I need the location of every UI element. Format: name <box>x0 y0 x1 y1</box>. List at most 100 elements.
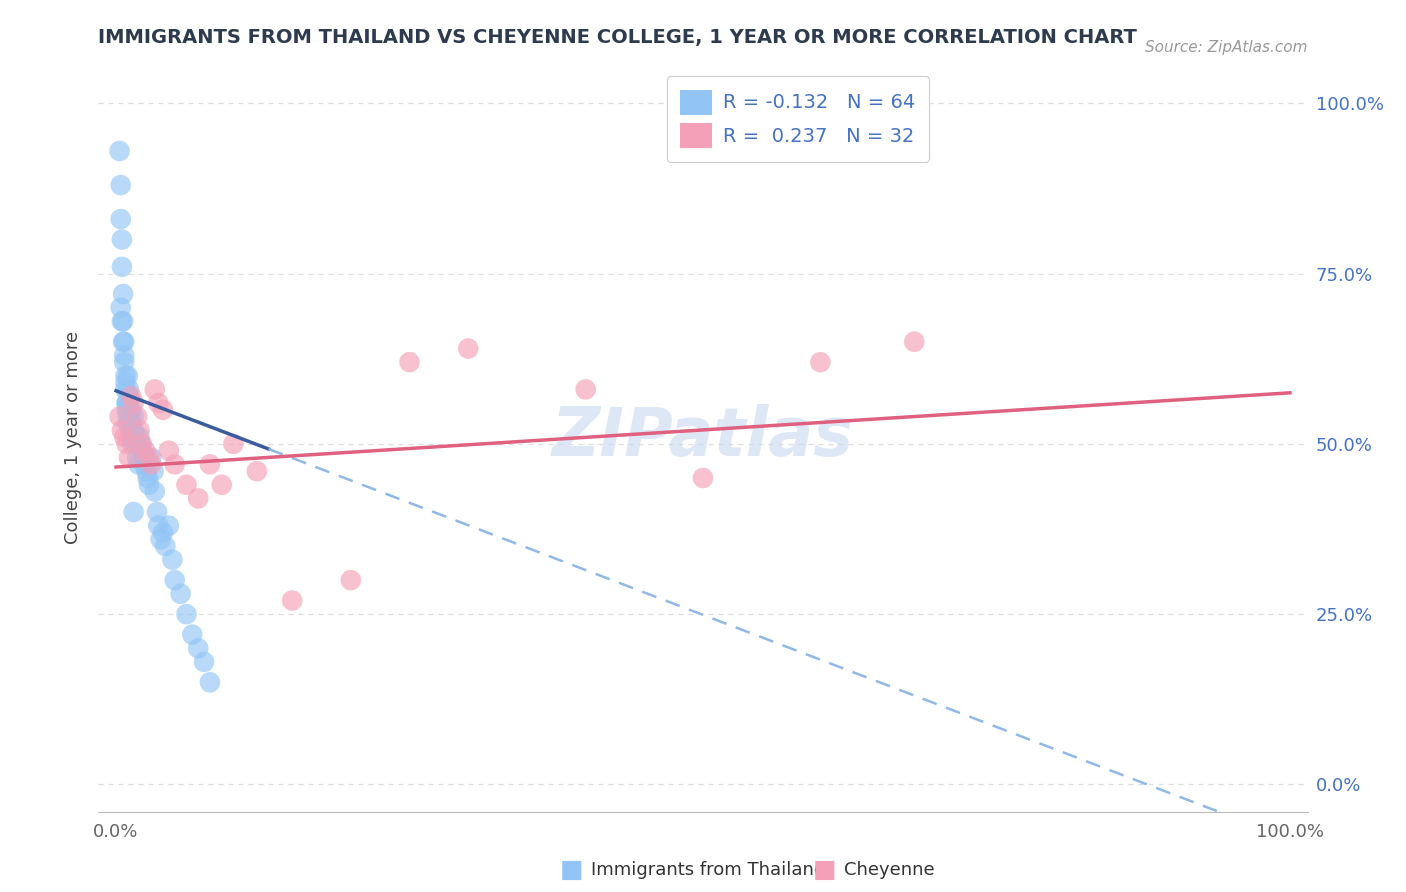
Point <box>146 505 169 519</box>
Point <box>112 287 135 301</box>
Point <box>181 627 204 641</box>
Point <box>125 437 148 451</box>
Point <box>138 450 160 465</box>
Point <box>118 396 141 410</box>
Point <box>222 437 245 451</box>
Point <box>115 437 138 451</box>
Point <box>211 477 233 491</box>
Point <box>120 389 142 403</box>
Point <box>120 417 142 431</box>
Point <box>176 607 198 622</box>
Point <box>132 450 155 465</box>
Point <box>143 383 166 397</box>
Point <box>114 376 136 390</box>
Point <box>120 402 142 417</box>
Point <box>111 423 134 437</box>
Point <box>122 409 145 424</box>
Point <box>134 458 156 472</box>
Point <box>120 430 142 444</box>
Point <box>128 430 150 444</box>
Point <box>163 458 186 472</box>
Point <box>118 450 141 465</box>
Point <box>176 477 198 491</box>
Point <box>110 301 132 315</box>
Text: IMMIGRANTS FROM THAILAND VS CHEYENNE COLLEGE, 1 YEAR OR MORE CORRELATION CHART: IMMIGRANTS FROM THAILAND VS CHEYENNE COL… <box>98 28 1137 47</box>
Point <box>114 383 136 397</box>
Point <box>111 233 134 247</box>
Point <box>246 464 269 478</box>
Point <box>169 587 191 601</box>
Point <box>127 458 149 472</box>
Point <box>903 334 925 349</box>
Point <box>112 355 135 369</box>
Point <box>111 260 134 274</box>
Point <box>112 334 135 349</box>
Point <box>117 409 139 424</box>
Point <box>112 334 135 349</box>
Point <box>134 443 156 458</box>
Point <box>122 396 145 410</box>
Point <box>124 430 146 444</box>
Point <box>808 355 831 369</box>
Point <box>143 484 166 499</box>
Point <box>121 437 143 451</box>
Text: ZIPatlas: ZIPatlas <box>553 404 853 470</box>
Point <box>131 437 153 451</box>
Point <box>692 471 714 485</box>
Point <box>110 178 132 192</box>
Point <box>128 423 150 437</box>
Point <box>122 505 145 519</box>
Point <box>157 518 180 533</box>
Point <box>155 539 177 553</box>
Point <box>198 675 221 690</box>
Point <box>108 409 131 424</box>
Point <box>157 443 180 458</box>
Point <box>120 423 142 437</box>
Point <box>112 348 135 362</box>
Point <box>148 396 170 410</box>
Point <box>141 450 163 465</box>
Point <box>115 396 138 410</box>
Y-axis label: College, 1 year or more: College, 1 year or more <box>65 331 83 543</box>
Point <box>141 458 163 472</box>
Point <box>112 314 135 328</box>
Point <box>127 450 149 465</box>
Point <box>118 383 141 397</box>
Point <box>149 533 172 547</box>
Text: ■: ■ <box>813 858 837 881</box>
Point <box>340 573 363 587</box>
Text: ■: ■ <box>560 858 583 881</box>
Point <box>118 389 141 403</box>
Point <box>187 641 209 656</box>
Point <box>142 464 165 478</box>
Point <box>108 144 131 158</box>
Text: Cheyenne: Cheyenne <box>844 861 934 879</box>
Point <box>163 573 186 587</box>
Point <box>198 458 221 472</box>
Point <box>110 212 132 227</box>
Point <box>117 368 139 383</box>
Point <box>112 430 135 444</box>
Legend: R = -0.132   N = 64, R =  0.237   N = 32: R = -0.132 N = 64, R = 0.237 N = 32 <box>666 76 929 161</box>
Point <box>162 552 184 566</box>
Point <box>398 355 420 369</box>
Point <box>457 342 479 356</box>
Point <box>193 655 215 669</box>
Point <box>136 471 159 485</box>
Point <box>138 477 160 491</box>
Point <box>281 593 304 607</box>
Point <box>114 368 136 383</box>
Point <box>152 402 174 417</box>
Point <box>127 409 149 424</box>
Point <box>131 443 153 458</box>
Point <box>135 464 157 478</box>
Point <box>111 314 134 328</box>
Point <box>134 450 156 465</box>
Point <box>120 409 142 424</box>
Point <box>148 518 170 533</box>
Point <box>115 402 138 417</box>
Point <box>152 525 174 540</box>
Point <box>122 423 145 437</box>
Text: Source: ZipAtlas.com: Source: ZipAtlas.com <box>1144 40 1308 55</box>
Point <box>575 383 598 397</box>
